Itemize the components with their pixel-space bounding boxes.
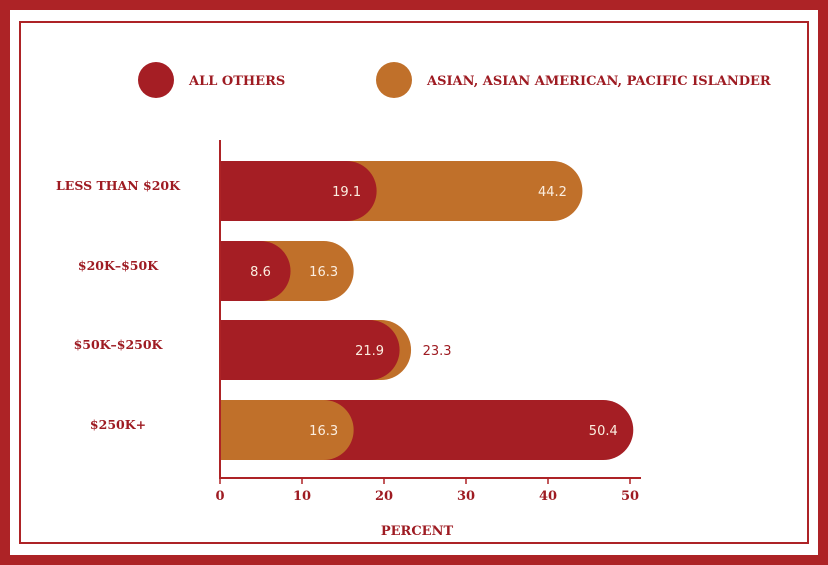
- value-label-all-others-3: 50.4: [589, 424, 618, 439]
- category-label-2: $50K–$250K: [74, 337, 164, 352]
- x-tick-label-5: 50: [621, 489, 639, 504]
- legend-label-0: ALL OTHERS: [188, 74, 285, 89]
- bar-row-1: 8.6 16.3: [220, 241, 354, 301]
- bar-row-2: 21.9 23.3: [220, 320, 452, 380]
- category-label-0: LESS THAN $20K: [56, 178, 181, 193]
- value-label-asian-1: 16.3: [309, 265, 338, 280]
- bar-asian-3: [220, 400, 354, 460]
- value-label-asian-0: 44.2: [538, 185, 567, 200]
- x-tick-label-1: 10: [293, 489, 311, 504]
- legend-swatch-1: [376, 62, 412, 98]
- legend: ALL OTHERS ASIAN, ASIAN AMERICAN, PACIFIC…: [138, 62, 771, 98]
- x-tick-label-4: 40: [539, 489, 557, 504]
- inner-frame: [19, 21, 809, 544]
- x-axis-title: PERCENT: [381, 524, 454, 539]
- axes: 0 10 20 30 40 50: [215, 140, 641, 504]
- value-label-asian-3: 16.3: [309, 424, 338, 439]
- legend-label-1: ASIAN, ASIAN AMERICAN, PACIFIC ISLANDER: [426, 74, 771, 89]
- value-label-asian-2: 23.3: [423, 344, 452, 359]
- x-tick-label-2: 20: [375, 489, 393, 504]
- bar-all-others-0: [220, 161, 377, 221]
- value-label-all-others-2: 21.9: [355, 344, 384, 359]
- bar-all-others-1: [220, 241, 291, 301]
- bar-all-others-2: [220, 320, 400, 380]
- category-label-1: $20K–$50K: [78, 258, 159, 273]
- value-label-all-others-0: 19.1: [332, 185, 361, 200]
- x-tick-label-0: 0: [215, 489, 224, 504]
- value-label-all-others-1: 8.6: [250, 265, 271, 280]
- bar-row-0: 19.1 44.2: [220, 161, 583, 221]
- bars: 19.1 44.2 LESS THAN $20K 8.6 16.3 $20K–$50K 21…: [56, 161, 634, 460]
- category-label-3: $250K+: [90, 417, 146, 432]
- x-tick-label-3: 30: [457, 489, 475, 504]
- legend-swatch-0: [138, 62, 174, 98]
- bar-row-3: 16.3 50.4: [220, 400, 634, 460]
